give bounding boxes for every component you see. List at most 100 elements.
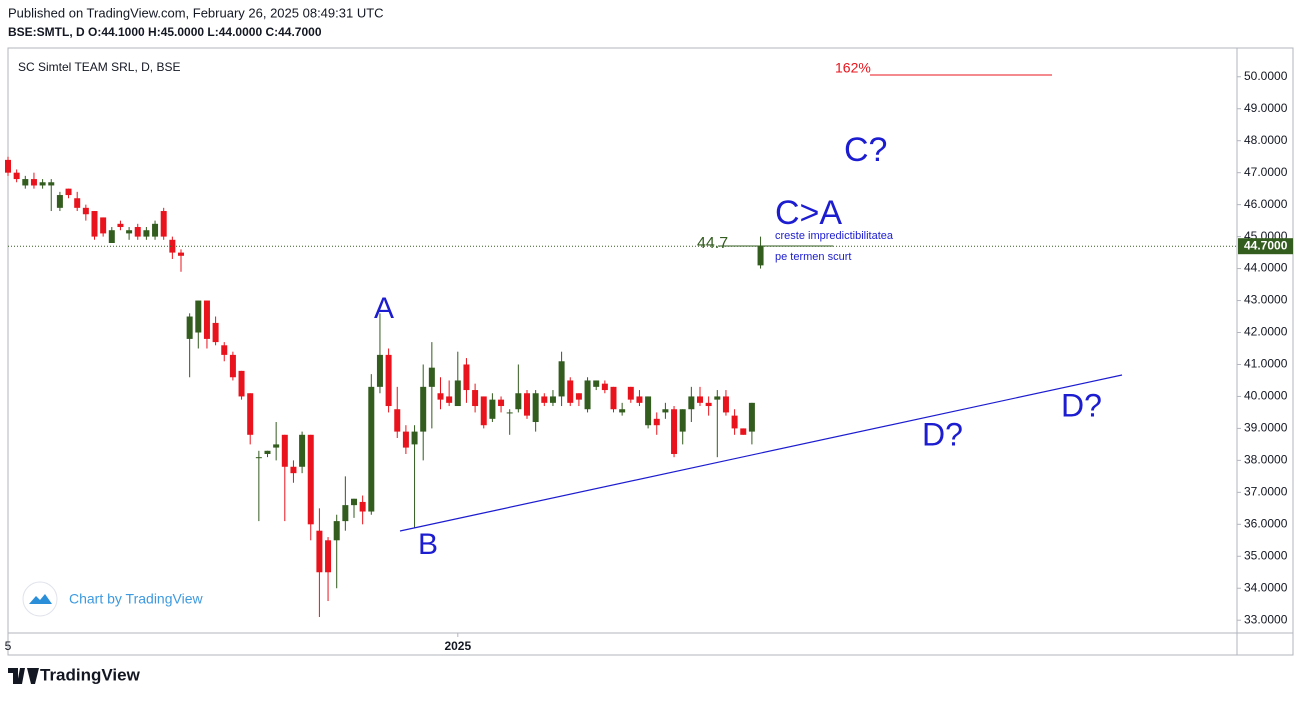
candle-body (705, 402, 712, 407)
candle-body (376, 354, 383, 387)
candle-body (679, 409, 686, 432)
annotation: D? (922, 416, 963, 452)
y-tick-label: 47.0000 (1244, 165, 1288, 179)
y-tick-label: 44.0000 (1244, 261, 1288, 275)
y-tick-label: 48.0000 (1244, 133, 1288, 147)
published-line: Published on TradingView.com, February 2… (8, 5, 384, 20)
last-price-label: 44.7000 (1244, 238, 1288, 252)
candle-body (653, 418, 660, 426)
candle-body (160, 211, 167, 237)
footer-brand: TradingView (40, 665, 141, 684)
x-tick-label: 5 (5, 639, 12, 653)
fib-label: 162% (835, 60, 871, 76)
candle-body (454, 380, 461, 407)
candle-body (316, 530, 323, 573)
candle-body (333, 521, 340, 541)
candle-body (697, 396, 703, 403)
candle-body (394, 409, 401, 432)
candle-body (567, 380, 574, 403)
y-tick-label: 50.0000 (1244, 69, 1288, 83)
candle-body (134, 227, 141, 237)
candle-body (22, 179, 29, 186)
candle-body (636, 396, 643, 403)
candle-body (30, 179, 37, 186)
candle-body (264, 450, 271, 454)
candle-body (498, 399, 505, 407)
y-tick-label: 46.0000 (1244, 197, 1288, 211)
candle-body (307, 434, 314, 525)
candle-body (100, 217, 107, 234)
candle-body (610, 386, 617, 410)
y-tick-label: 41.0000 (1244, 357, 1288, 371)
candle-body (541, 396, 548, 403)
y-tick-label: 34.0000 (1244, 580, 1288, 594)
candle-body (532, 393, 539, 423)
candle-body (247, 393, 254, 435)
y-tick-label: 42.0000 (1244, 325, 1288, 339)
annotation: B (418, 528, 438, 561)
candle-body (740, 428, 747, 435)
candle-body (619, 409, 626, 413)
candle-body (359, 501, 366, 512)
candle-body (515, 393, 522, 410)
candle-body (238, 370, 245, 397)
candle-body (524, 393, 530, 416)
annotation: C? (844, 131, 887, 169)
candle-body (627, 386, 634, 400)
candle-body (748, 402, 755, 432)
candle-body (463, 364, 470, 391)
annotation: C>A (775, 194, 842, 232)
y-tick-label: 39.0000 (1244, 421, 1288, 435)
annotation: creste impredictibilitatea (775, 230, 894, 242)
candle-body (74, 198, 81, 208)
candle-body (82, 207, 89, 215)
annotation: A (374, 292, 394, 325)
candle-body (757, 246, 764, 266)
y-tick-label: 43.0000 (1244, 293, 1288, 307)
candle-body (645, 396, 652, 426)
candle-body (593, 380, 600, 387)
chart-title: SC Simtel TEAM SRL, D, BSE (18, 60, 181, 74)
y-tick-label: 37.0000 (1244, 485, 1288, 499)
candle-body (420, 386, 427, 432)
candle-body (411, 431, 418, 445)
candle-body (229, 354, 236, 378)
candle-body (506, 412, 513, 414)
candle-body (299, 434, 306, 467)
candle-body (126, 230, 133, 234)
candle-body (480, 396, 487, 426)
chart-frame (7, 47, 1294, 656)
annotation: D? (1061, 387, 1102, 423)
watermark-text: Chart by TradingView (69, 591, 203, 607)
candle-body (671, 409, 678, 454)
candle-body (152, 223, 159, 237)
candle-body (178, 252, 184, 256)
candle-body (212, 322, 219, 343)
candle-body (325, 540, 332, 573)
trend-line (399, 374, 1123, 532)
y-tick-label: 40.0000 (1244, 389, 1288, 403)
y-tick-label: 49.0000 (1244, 101, 1288, 115)
candle-body (273, 444, 280, 448)
candle-body (368, 386, 375, 512)
candle-body (385, 354, 392, 407)
candle-body (108, 230, 115, 243)
candle-body (714, 396, 721, 400)
candle-body (48, 182, 55, 186)
annotation: pe termen scurt (775, 251, 851, 263)
candle-body (558, 361, 565, 397)
candle-body (169, 239, 176, 253)
candle-body (342, 505, 349, 522)
candle-body (221, 345, 228, 355)
candle-body (584, 380, 591, 410)
candle-body (56, 195, 63, 208)
candle-body (65, 188, 72, 196)
candle-body (290, 466, 297, 474)
candle-body (437, 393, 444, 400)
candle-body (91, 211, 98, 237)
candle-body (143, 230, 150, 237)
annotation: 44.7 (697, 235, 728, 252)
last-price-box (1238, 238, 1293, 255)
candle-body (117, 223, 124, 228)
